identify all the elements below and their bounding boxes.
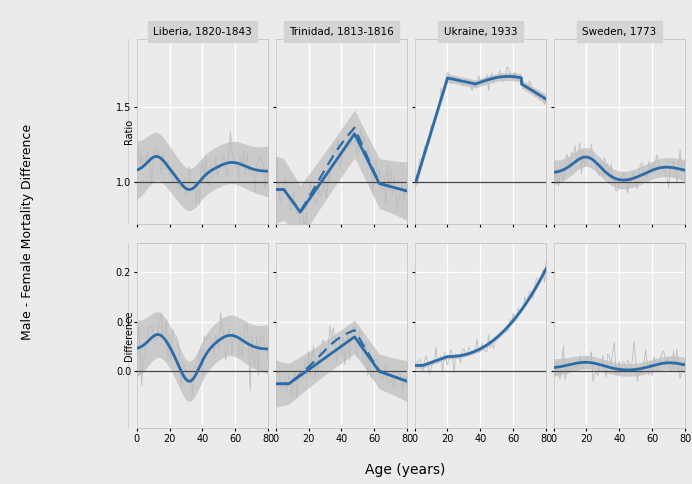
Text: Male - Female Mortality Difference: Male - Female Mortality Difference [21,124,34,340]
Text: Age (years): Age (years) [365,464,445,477]
Title: Ukraine, 1933: Ukraine, 1933 [444,27,517,37]
Title: Liberia, 1820-1843: Liberia, 1820-1843 [153,27,252,37]
Text: Ratio: Ratio [124,119,134,144]
Title: Trinidad, 1813-1816: Trinidad, 1813-1816 [289,27,394,37]
Title: Sweden, 1773: Sweden, 1773 [582,27,657,37]
Text: Difference: Difference [124,310,134,361]
